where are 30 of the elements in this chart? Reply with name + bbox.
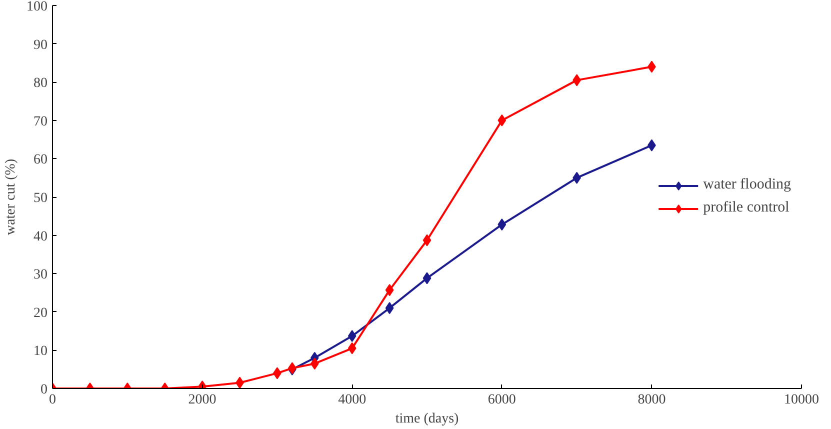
point — [348, 342, 356, 354]
y-tick-label: 50 — [34, 191, 48, 206]
y-tick-label: 90 — [34, 38, 48, 53]
y-tick-label: 10 — [34, 344, 48, 360]
point — [385, 302, 394, 314]
y-tick-label: 40 — [34, 229, 48, 244]
point — [310, 358, 319, 370]
x-tick-label: 10000 — [784, 392, 819, 408]
x-axis-title: time (days) — [395, 412, 460, 426]
y-tick-label: 20 — [34, 306, 48, 321]
point — [422, 234, 432, 246]
y-tick-label: 80 — [34, 76, 48, 92]
legend-label: profile control — [703, 200, 790, 216]
point — [236, 376, 244, 388]
y-tick-label: 70 — [34, 114, 48, 130]
point — [385, 284, 394, 296]
point — [498, 218, 506, 231]
x-tick-label: 6000 — [488, 392, 516, 408]
point — [498, 114, 506, 126]
y-tick-label: 100 — [26, 0, 48, 14]
point — [422, 272, 432, 284]
y-tick-label: 0 — [40, 382, 48, 398]
x-tick-label: 4000 — [338, 392, 366, 408]
x-tick-label: 8000 — [638, 392, 666, 408]
y-tick-label: 30 — [34, 268, 48, 283]
x-tick-label: 2000 — [188, 392, 216, 408]
legend-label: water flooding — [703, 176, 791, 194]
point — [348, 330, 356, 342]
y-tick-label: 60 — [34, 152, 48, 168]
y-axis-title: water cut (%) — [4, 158, 18, 236]
